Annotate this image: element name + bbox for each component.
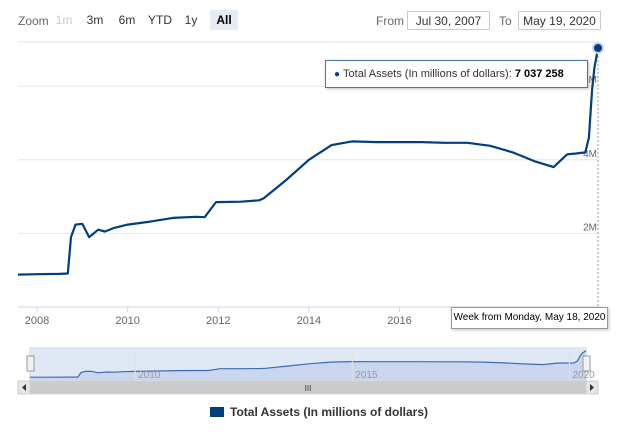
scroll-right-arrow-icon	[590, 384, 594, 391]
zoom-6m-button[interactable]: 6m	[118, 13, 136, 27]
date-flag: Week from Monday, May 18, 2020	[451, 307, 608, 329]
tooltip: ● Total Assets (In millions of dollars): …	[325, 60, 588, 88]
tooltip-series-label: Total Assets (In millions of dollars):	[343, 68, 515, 80]
zoom-label: Zoom	[18, 14, 49, 28]
navigator-ticks: 2010 2015 2020	[134, 348, 595, 381]
scrollbar-grip: III	[305, 384, 312, 393]
navigator-tick-label: 2015	[355, 370, 378, 381]
navigator-tick-label: 2010	[138, 370, 161, 381]
x-tick-label: 2016	[387, 315, 411, 327]
y-tick-label: 6M	[583, 75, 597, 86]
zoom-ytd-button[interactable]: YTD	[148, 13, 172, 27]
navigator-tick-label: 2020	[572, 370, 595, 381]
navigator-right-handle[interactable]	[582, 355, 591, 372]
x-axis-ticks: 2008 2010 2012 2014 2016	[25, 307, 412, 327]
zoom-1y-button[interactable]: 1y	[184, 13, 198, 27]
scrollbar-thumb[interactable]	[30, 381, 586, 394]
hover-marker[interactable]	[592, 42, 604, 54]
x-tick-label: 2012	[206, 315, 230, 327]
navigator-series-line	[30, 350, 587, 378]
tooltip-value: 7 037 258	[514, 68, 564, 80]
x-tick-label: 2008	[25, 315, 49, 327]
zoom-all-button[interactable]: All	[210, 10, 238, 30]
legend-swatch	[210, 407, 224, 417]
to-label: To	[499, 14, 512, 28]
y-tick-label: 4M	[583, 149, 597, 160]
x-tick-label: 2014	[297, 315, 321, 327]
navigator-left-handle[interactable]	[26, 355, 35, 372]
zoom-3m-button[interactable]: 3m	[86, 13, 104, 27]
from-date-input[interactable]: Jul 30, 2007	[407, 11, 490, 30]
legend-item-total-assets[interactable]: Total Assets (In millions of dollars)	[210, 405, 428, 419]
scroll-left-arrow-icon	[22, 384, 26, 391]
to-date-input[interactable]: May 19, 2020	[518, 11, 601, 30]
legend-label: Total Assets (In millions of dollars)	[230, 405, 429, 419]
y-tick-label: 2M	[583, 222, 597, 233]
y-axis-labels: 2M 4M 6M	[583, 75, 597, 233]
navigator-area	[30, 350, 586, 381]
x-tick-label: 2010	[115, 315, 139, 327]
from-label: From	[376, 14, 404, 28]
tooltip-series-dot-icon: ●	[334, 69, 341, 80]
zoom-1m-button[interactable]: 1m	[55, 13, 73, 27]
series-line-total-assets	[17, 47, 600, 276]
